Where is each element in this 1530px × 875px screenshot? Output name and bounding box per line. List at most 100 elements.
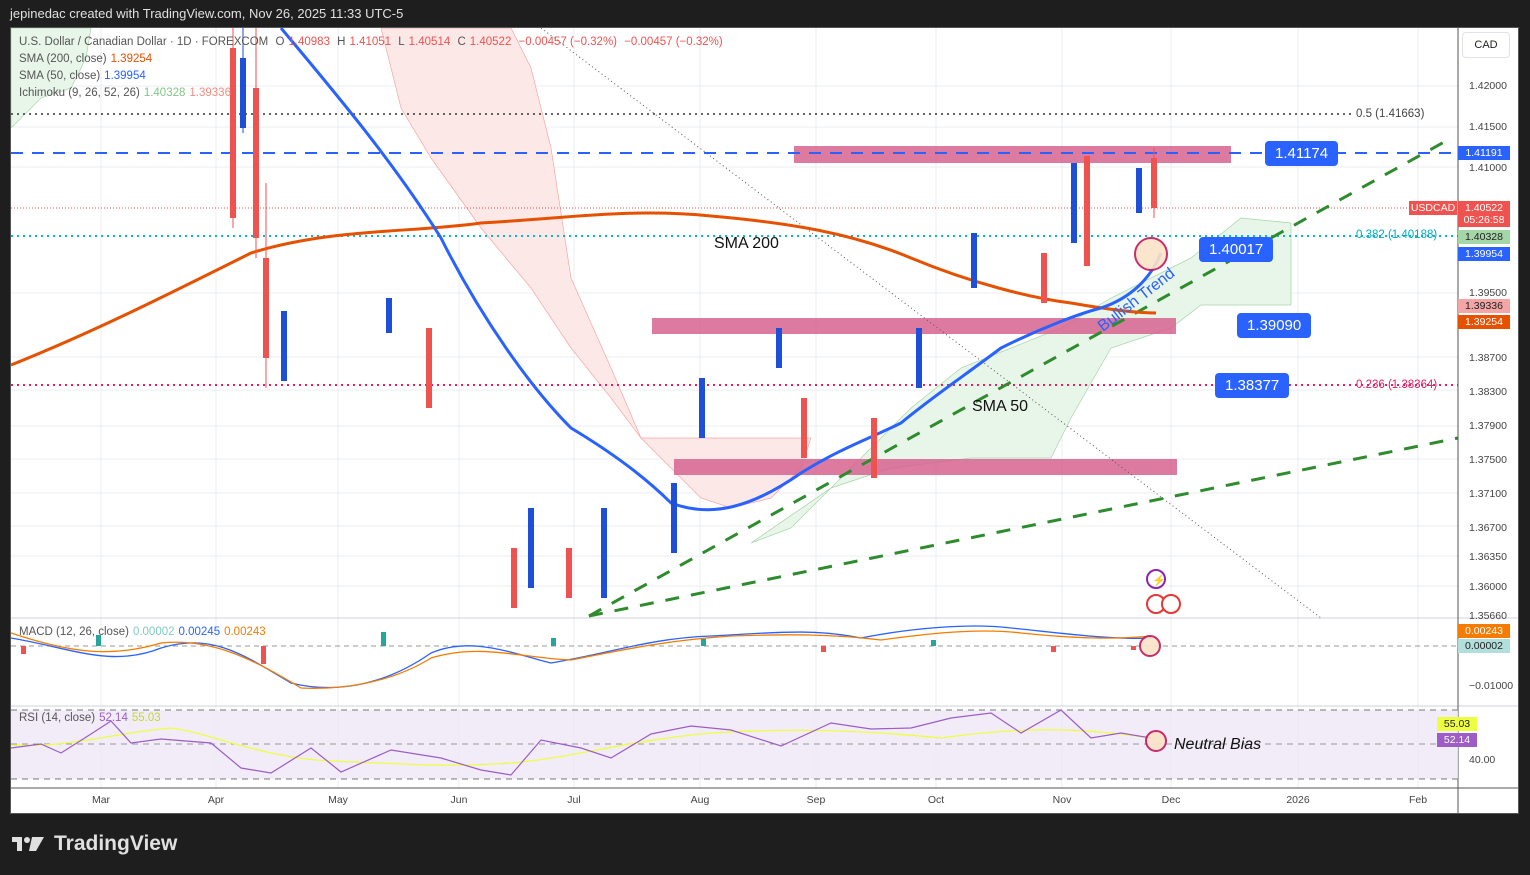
brand-name: TradingView [54, 832, 178, 855]
open-label: O [275, 36, 285, 48]
change-value: −0.00457 (−0.32%) [518, 36, 618, 48]
rsi-tick: 40.00 [1469, 754, 1496, 766]
fib-0.236-label: 0.236 (1.38364) [1356, 379, 1438, 391]
level-callout-1.39090[interactable]: 1.39090 [1237, 313, 1312, 338]
macd-signal-value: 0.00243 [224, 626, 266, 638]
sma50-legend[interactable]: SMA (50, close) 1.39954 [19, 70, 150, 82]
change-value-2: −0.00457 (−0.32%) [624, 36, 723, 48]
price-tick: 1.35660 [1469, 610, 1507, 622]
macd-hist-value: 0.00002 [132, 626, 175, 638]
sma50-annotation: SMA 50 [972, 398, 1029, 415]
price-tick: 1.38300 [1469, 386, 1507, 398]
price-tick: 1.36350 [1469, 551, 1507, 563]
price-tick: 1.37500 [1469, 454, 1507, 466]
sma50-badge: 1.39954 [1458, 247, 1510, 261]
candlesticks [230, 28, 1157, 608]
rsi-label: RSI (14, close) [19, 712, 96, 724]
rsi-highlight-circle [1145, 730, 1167, 752]
price-tick: 1.38700 [1469, 352, 1507, 364]
x-tick: Dec [1161, 794, 1181, 806]
x-tick: May [328, 794, 348, 806]
chart-frame[interactable]: ⚡ U.S. Dollar / Canadian Dollar · 1D · [10, 27, 1519, 814]
macd-legend[interactable]: MACD (12, 26, close) 0.00002 0.00245 0.0024… [19, 626, 270, 638]
open-value: 1.40983 [288, 36, 330, 48]
level-callout-1.38377[interactable]: 1.38377 [1215, 373, 1290, 398]
macd-tick: −0.01000 [1469, 680, 1514, 692]
sma200-legend[interactable]: SMA (200, close) 1.39254 [19, 53, 156, 65]
symbol-badge: USDCAD [1409, 201, 1457, 215]
grid [11, 28, 1458, 788]
high-label: H [337, 36, 346, 48]
last-price-badge: 1.40522 05:26:58 [1458, 201, 1510, 227]
bullish-trendline-steep [588, 139, 1447, 618]
symbol-legend: U.S. Dollar / Canadian Dollar · 1D · FOR… [19, 36, 727, 48]
rsi-legend[interactable]: RSI (14, close) 52.14 55.03 [19, 712, 165, 724]
fib-0.382-label: 0.382 (1.40188) [1356, 229, 1438, 241]
macd-hist-badge: 0.00002 [1458, 639, 1510, 653]
x-tick: 2026 [1286, 794, 1310, 806]
low-label: L [398, 36, 405, 48]
bullish-trendline-shallow [588, 436, 1459, 618]
price-tick: 1.41000 [1469, 162, 1507, 174]
price-tick: 1.36700 [1469, 522, 1507, 534]
level-callout-1.41174[interactable]: 1.41174 [1265, 141, 1339, 166]
x-tick: Mar [91, 794, 111, 806]
sma200-badge: 1.39254 [1458, 315, 1510, 329]
high-value: 1.41051 [349, 36, 392, 48]
sma50-line [279, 28, 1163, 512]
rsi-band [11, 710, 1458, 779]
last-price-value: 1.40522 [1465, 202, 1503, 214]
close-value: 1.40522 [469, 36, 512, 48]
level-callout-1.40017[interactable]: 1.40017 [1199, 237, 1274, 262]
price-tick: 1.36000 [1469, 581, 1507, 593]
ichimoku-cloud-bear [380, 28, 812, 509]
sma50-highlight-circle [1134, 237, 1168, 271]
price-tick: 1.37900 [1469, 420, 1507, 432]
rsi-line [11, 709, 1152, 776]
sma200-label: SMA (200, close) [19, 53, 107, 65]
x-tick: Jul [567, 794, 581, 806]
ichimoku-b-value: 1.39336 [189, 87, 231, 99]
currency-button[interactable]: CAD [1462, 32, 1510, 58]
price-tick: 1.39500 [1469, 287, 1507, 299]
sma50-label: SMA (50, close) [19, 70, 101, 82]
x-tick: Feb [1408, 794, 1428, 806]
macd-signal-badge: 0.00243 [1458, 624, 1510, 638]
x-tick: Apr [207, 794, 225, 806]
ichimoku-cloud-bull-early [11, 28, 92, 129]
ichimoku-a-value: 1.40328 [143, 87, 186, 99]
ichimoku-cloud-bull [750, 217, 1292, 544]
x-tick: Oct [927, 794, 945, 806]
x-tick: Nov [1052, 794, 1072, 806]
price-tick: 1.37100 [1469, 488, 1507, 500]
x-tick: Jun [450, 794, 468, 806]
ichimoku-label: Ichimoku (9, 26, 52, 26) [19, 87, 140, 99]
symbol-name: U.S. Dollar / Canadian Dollar · 1D · FOR… [19, 36, 269, 48]
tradingview-logo: TradingView [12, 832, 177, 856]
ichimoku-legend[interactable]: Ichimoku (9, 26, 52, 26) 1.40328 1.39336 [19, 87, 235, 99]
rsi-ma-value: 55.03 [131, 712, 161, 724]
macd-value: 0.00245 [178, 626, 221, 638]
flash-event-icon [1146, 569, 1166, 589]
neutral-bias-annotation: Neutral Bias [1174, 736, 1262, 753]
macd-highlight-circle [1139, 635, 1161, 657]
sma200-line [11, 211, 1157, 367]
rsi-badge: 52.14 [1437, 733, 1477, 747]
ichimoku-a-badge: 1.40328 [1458, 230, 1510, 244]
resistance-zone-top [794, 146, 1231, 163]
svg-text:⚡: ⚡ [1152, 574, 1166, 587]
support-zone-mid [652, 318, 1176, 334]
sma200-annotation: SMA 200 [714, 235, 779, 252]
support-zone-low [674, 459, 1177, 475]
x-tick: Sep [806, 794, 826, 806]
chart-canvas[interactable]: ⚡ [11, 28, 1519, 814]
close-label: C [457, 36, 466, 48]
bar-countdown: 05:26:58 [1463, 214, 1505, 226]
macd-signal-line [11, 630, 1152, 689]
fib-0.5-label: 0.5 (1.41663) [1356, 108, 1425, 120]
rsi-ma-line [11, 727, 1152, 766]
price-tick: 1.41500 [1469, 121, 1507, 133]
ichimoku-b-badge: 1.39336 [1458, 299, 1510, 313]
resistance-price-badge: 1.41191 [1458, 146, 1510, 160]
macd-label: MACD (12, 26, close) [19, 626, 129, 638]
